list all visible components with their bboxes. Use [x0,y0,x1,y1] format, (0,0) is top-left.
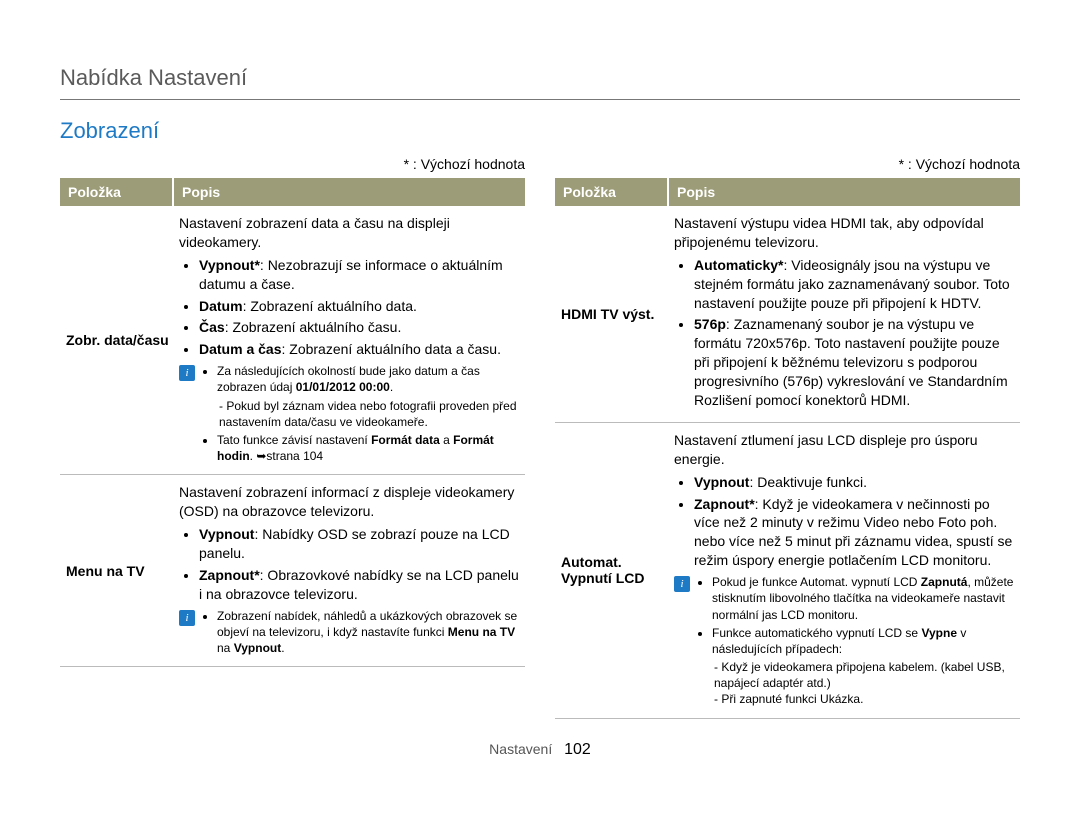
section-title: Zobrazení [60,118,1020,144]
note: i Pokud je funkce Automat. vypnutí LCD Za… [674,574,1014,710]
row-item: Menu na TV [60,475,173,667]
page-footer: Nastavení 102 [60,741,1020,759]
note-body: Pokud je funkce Automat. vypnutí LCD Zap… [698,574,1014,710]
table-row: Menu na TVNastavení zobrazení informací … [60,475,525,667]
page-number: 102 [564,741,591,758]
note: i Za následujících okolností bude jako da… [179,363,519,466]
desc-intro: Nastavení ztlumení jasu LCD displeje pro… [674,431,1014,469]
desc-bullets: Vypnout: Deaktivuje funkci. Zapnout*: Kdy… [674,473,1014,570]
table-row: Zobr. data/časuNastavení zobrazení data … [60,206,525,475]
right-table: Položka Popis HDMI TV výst.Nastavení výs… [555,178,1020,719]
bullet-item: 576p: Zaznamenaný soubor je na výstupu v… [694,315,1014,409]
table-row: Automat. Vypnutí LCDNastavení ztlumení j… [555,422,1020,718]
th-item: Položka [60,178,173,206]
desc-intro: Nastavení výstupu videa HDMI tak, aby od… [674,214,1014,252]
note-body: Zobrazení nabídek, náhledů a ukázkových … [203,608,519,659]
table-row: HDMI TV výst.Nastavení výstupu videa HDM… [555,206,1020,422]
info-icon: i [674,576,690,592]
row-item: HDMI TV výst. [555,206,668,422]
note: i Zobrazení nabídek, náhledů a ukázkových… [179,608,519,659]
divider [60,99,1020,100]
row-desc: Nastavení zobrazení informací z displeje… [173,475,525,667]
left-table: Položka Popis Zobr. data/časuNastavení z… [60,178,525,667]
note-body: Za následujících okolností bude jako dat… [203,363,519,466]
desc-bullets: Vypnout: Nabídky OSD se zobrazí pouze na… [179,525,519,604]
default-note: * : Výchozí hodnota [60,156,525,172]
th-desc: Popis [668,178,1020,206]
page-title: Nabídka Nastavení [60,65,1020,91]
th-desc: Popis [173,178,525,206]
bullet-item: Datum: Zobrazení aktuálního data. [199,297,519,316]
footer-label: Nastavení [489,741,552,757]
content-columns: * : Výchozí hodnota Položka Popis Zobr. … [60,156,1020,719]
bullet-item: Čas: Zobrazení aktuálního času. [199,318,519,337]
desc-intro: Nastavení zobrazení data a času na displ… [179,214,519,252]
bullet-item: Vypnout: Nabídky OSD se zobrazí pouze na… [199,525,519,563]
desc-bullets: Automaticky*: Videosignály jsou na výstu… [674,256,1014,410]
info-icon: i [179,610,195,626]
row-desc: Nastavení zobrazení data a času na displ… [173,206,525,475]
row-desc: Nastavení výstupu videa HDMI tak, aby od… [668,206,1020,422]
bullet-item: Datum a čas: Zobrazení aktuálního data a… [199,340,519,359]
default-note: * : Výchozí hodnota [555,156,1020,172]
desc-intro: Nastavení zobrazení informací z displeje… [179,483,519,521]
info-icon: i [179,365,195,381]
desc-bullets: Vypnout*: Nezobrazují se informace o akt… [179,256,519,359]
row-desc: Nastavení ztlumení jasu LCD displeje pro… [668,422,1020,718]
left-column: * : Výchozí hodnota Položka Popis Zobr. … [60,156,525,719]
th-item: Položka [555,178,668,206]
bullet-item: Zapnout*: Obrazovkové nabídky se na LCD … [199,566,519,604]
row-item: Zobr. data/času [60,206,173,475]
bullet-item: Zapnout*: Když je videokamera v nečinnos… [694,495,1014,571]
bullet-item: Vypnout*: Nezobrazují se informace o akt… [199,256,519,294]
bullet-item: Automaticky*: Videosignály jsou na výstu… [694,256,1014,313]
bullet-item: Vypnout: Deaktivuje funkci. [694,473,1014,492]
row-item: Automat. Vypnutí LCD [555,422,668,718]
right-column: * : Výchozí hodnota Položka Popis HDMI T… [555,156,1020,719]
